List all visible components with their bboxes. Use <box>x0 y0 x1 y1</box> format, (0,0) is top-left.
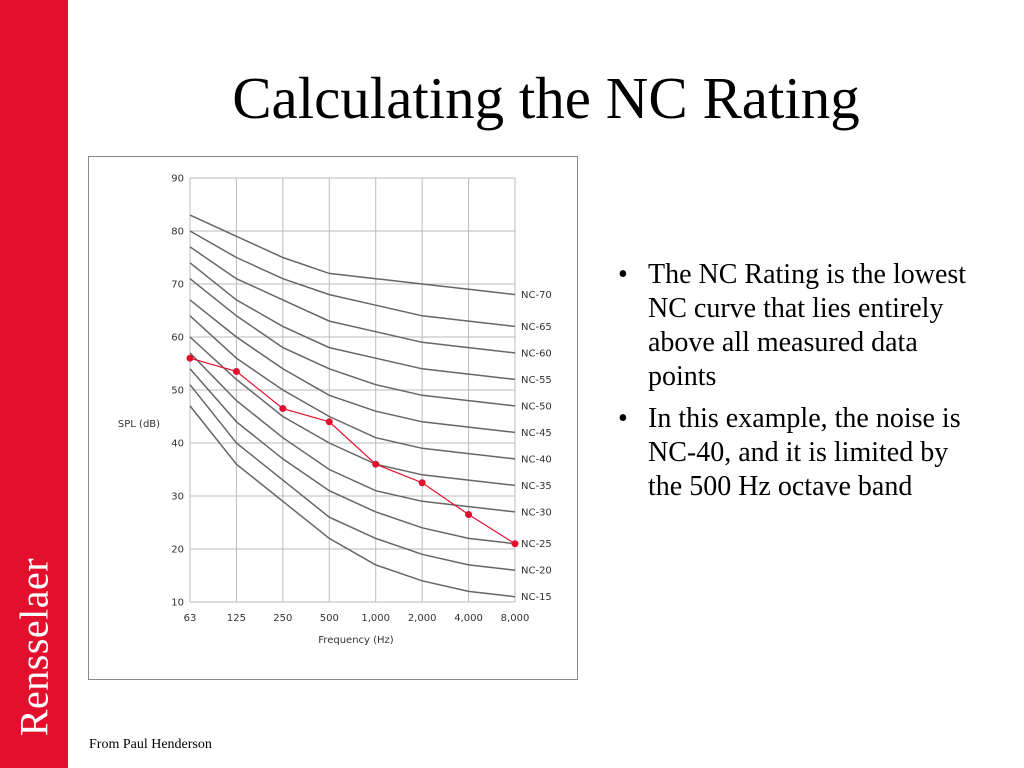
y-tick-label: 40 <box>171 439 184 450</box>
x-tick-label: 4,000 <box>454 613 483 624</box>
x-tick-label: 125 <box>227 613 246 624</box>
x-tick-label: 63 <box>184 613 197 624</box>
nc-curve-line <box>189 278 516 407</box>
y-tick-label: 90 <box>171 174 184 185</box>
nc-curve-line <box>189 384 516 571</box>
bullet-item: • In this example, the noise is NC-40, a… <box>618 402 988 504</box>
grid-lines <box>189 177 516 603</box>
y-tick-label: 20 <box>171 545 184 556</box>
x-tick-label: 500 <box>320 613 339 624</box>
measured-series <box>186 354 519 548</box>
measured-line <box>189 357 516 545</box>
nc-curve-label: NC-40 <box>521 454 552 465</box>
x-tick-label: 1,000 <box>361 613 390 624</box>
institution-label: Rensselaer <box>11 557 57 737</box>
measured-point <box>186 354 194 362</box>
y-axis-label: SPL (dB) <box>118 419 160 430</box>
bullet-text: The NC Rating is the lowest NC curve tha… <box>648 259 967 392</box>
x-tick-label: 8,000 <box>501 613 530 624</box>
nc-curve-line <box>189 262 516 381</box>
y-tick-label: 30 <box>171 492 184 503</box>
nc-curve-line <box>189 246 516 354</box>
y-tick-label: 50 <box>171 386 184 397</box>
y-tick-label: 70 <box>171 280 184 291</box>
measured-point <box>511 540 519 548</box>
nc-curve-line <box>189 214 516 296</box>
nc-curve-label: NC-55 <box>521 375 552 386</box>
bullet-dot: • <box>618 403 628 434</box>
nc-curve-label: NC-70 <box>521 290 552 301</box>
nc-curve-line <box>189 336 516 487</box>
measured-point <box>279 405 287 413</box>
x-tick-label: 250 <box>273 613 292 624</box>
source-note: From Paul Henderson <box>89 737 212 752</box>
measured-point <box>418 479 426 487</box>
slide-title: Calculating the NC Rating <box>232 65 860 131</box>
bullet-text: In this example, the noise is NC-40, and… <box>648 403 961 502</box>
measured-point <box>232 367 240 375</box>
nc-curve-line <box>189 315 516 460</box>
nc-curve-label: NC-50 <box>521 401 552 412</box>
nc-curve-line <box>189 230 516 328</box>
nc-curve-line <box>189 299 516 434</box>
nc-curve-label: NC-25 <box>521 539 552 550</box>
axis-ticks: 63 125 250 500 1,000 2,000 4,000 8,000 10 20 30 40 5… <box>171 174 529 625</box>
x-axis-label: Frequency (Hz) <box>318 635 394 646</box>
nc-chart: NC-70 NC-65 NC-60 NC-55 NC-50 NC-45 NC-40 NC-35… <box>118 174 552 647</box>
bullet-dot: • <box>618 259 628 290</box>
y-tick-label: 10 <box>171 598 184 609</box>
nc-curve-label: NC-60 <box>521 348 552 359</box>
nc-curve-label: NC-65 <box>521 322 552 333</box>
nc-curve-line <box>189 352 516 513</box>
measured-point <box>465 511 473 519</box>
sidebar-band: Rensselaer <box>0 0 68 768</box>
nc-chart-panel: NC-70 NC-65 NC-60 NC-55 NC-50 NC-45 NC-40 NC-35… <box>88 156 578 680</box>
nc-curve-line <box>189 368 516 545</box>
nc-curve-line <box>189 405 516 598</box>
x-tick-label: 2,000 <box>408 613 437 624</box>
nc-curve-label: NC-30 <box>521 507 552 518</box>
measured-point <box>372 460 380 468</box>
nc-curve-label: NC-20 <box>521 566 552 577</box>
nc-curves: NC-70 NC-65 NC-60 NC-55 NC-50 NC-45 NC-40 NC-35… <box>189 214 552 603</box>
y-tick-label: 80 <box>171 227 184 238</box>
bullet-item: • The NC Rating is the lowest NC curve t… <box>618 258 988 394</box>
bullet-list: • The NC Rating is the lowest NC curve t… <box>618 258 988 512</box>
measured-point <box>325 418 333 426</box>
nc-curve-label: NC-45 <box>521 428 552 439</box>
nc-curve-label: NC-15 <box>521 592 552 603</box>
y-tick-label: 60 <box>171 333 184 344</box>
nc-curve-label: NC-35 <box>521 481 552 492</box>
